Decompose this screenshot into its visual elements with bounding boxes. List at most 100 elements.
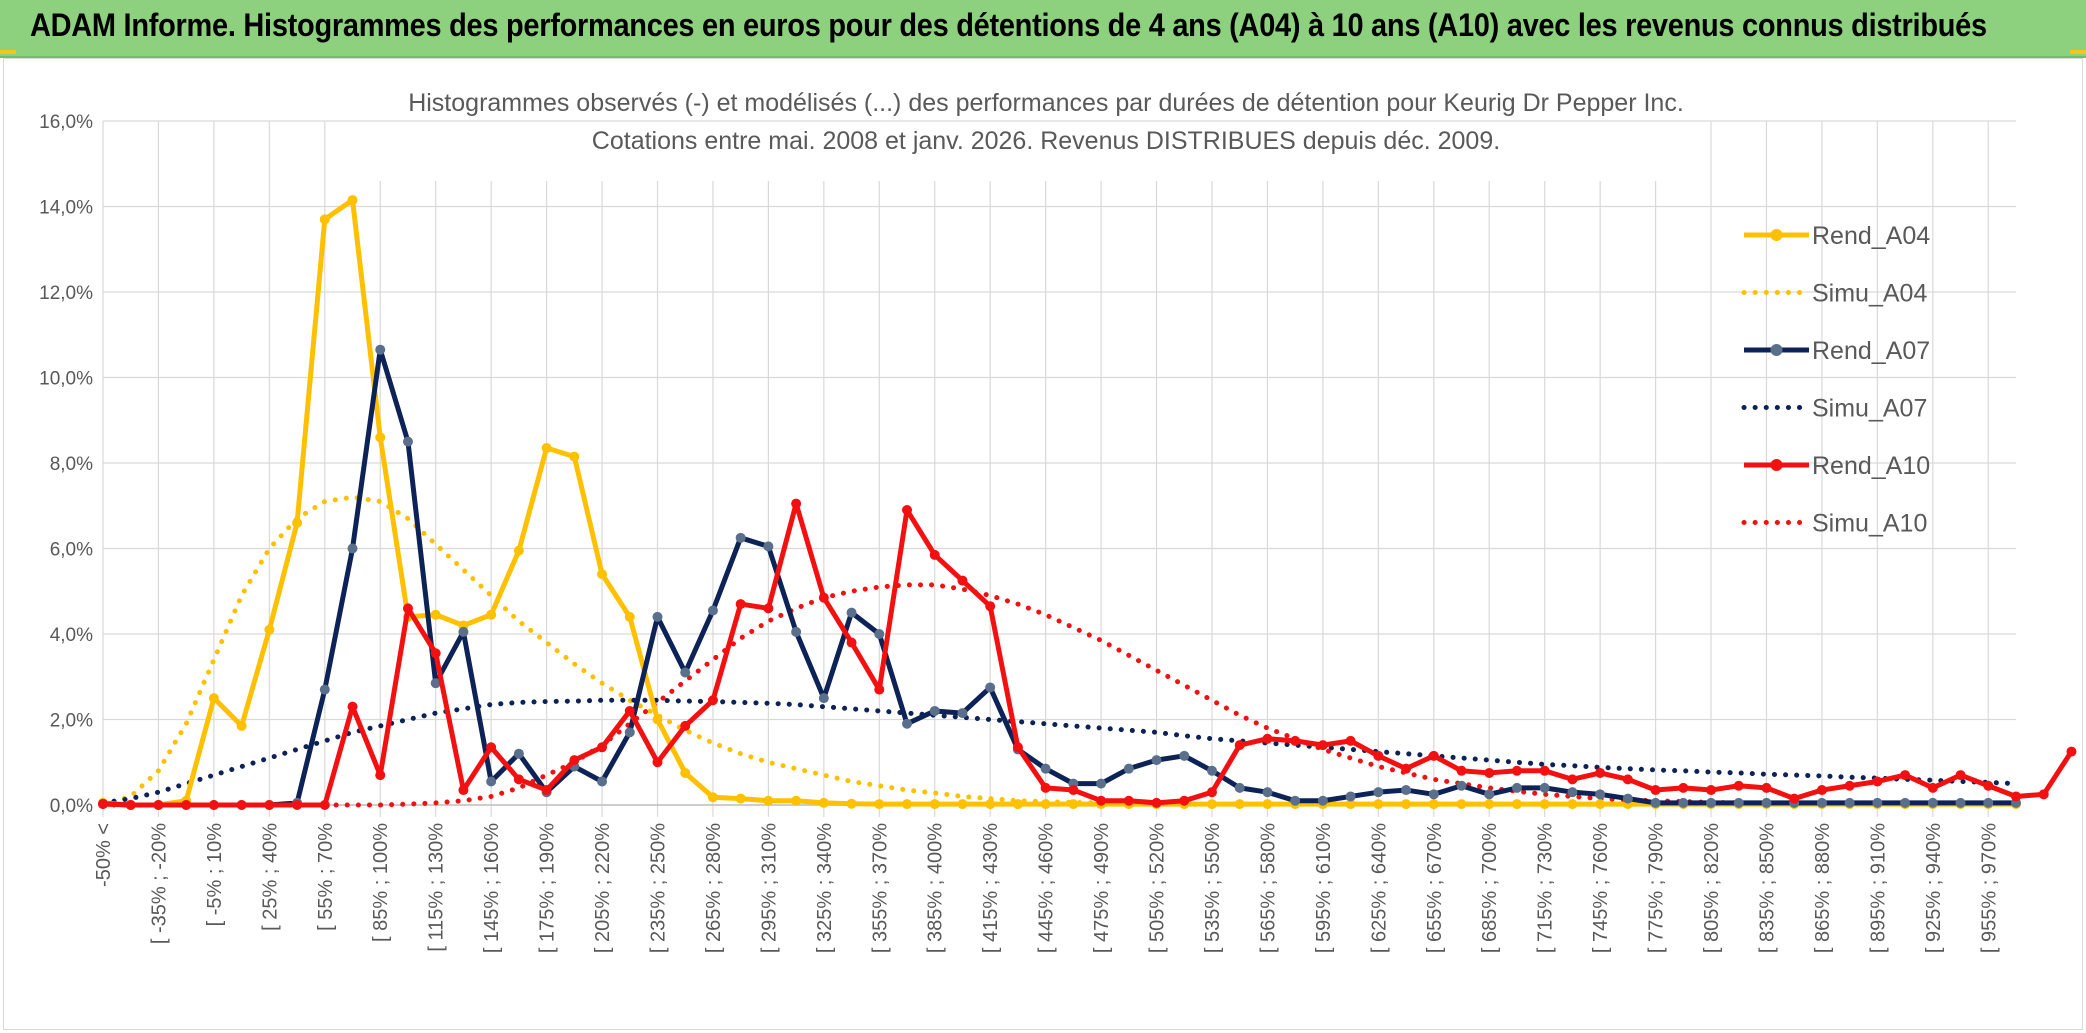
- point-rend_a04: [1206, 799, 1217, 810]
- x-tick-label: -50% <: [93, 823, 115, 887]
- point-rend_a10: [1761, 782, 1772, 793]
- chart-title-line-2: Cotations entre mai. 2008 et janv. 2026.…: [592, 127, 1500, 155]
- point-rend_a10: [98, 799, 108, 810]
- point-rend_a04: [1012, 799, 1023, 810]
- x-tick-label: [ 355% ; 370%: [869, 823, 891, 953]
- point-rend_a10: [1068, 785, 1079, 796]
- point-rend_a10: [430, 648, 441, 659]
- point-rend_a10: [818, 592, 829, 603]
- point-rend_a07: [818, 693, 829, 704]
- point-rend_a04: [1567, 799, 1578, 810]
- point-rend_a04: [292, 517, 303, 528]
- point-rend_a10: [1345, 735, 1356, 746]
- histogram-chart: Histogrammes observés (-) et modélisés (…: [39, 89, 2077, 953]
- point-rend_a07: [1401, 785, 1412, 796]
- point-rend_a07: [1373, 787, 1384, 798]
- banner-title: ADAM Informe. Histogrammes des performan…: [30, 7, 1987, 43]
- point-rend_a04: [680, 767, 691, 778]
- point-rend_a10: [902, 505, 913, 516]
- point-rend_a10: [1290, 735, 1301, 746]
- x-tick-label: [ 235% ; 250%: [647, 823, 669, 953]
- x-tick-label: [ 55% ; 70%: [315, 823, 337, 931]
- point-rend_a07: [1927, 797, 1938, 808]
- point-rend_a10: [652, 757, 663, 768]
- legend-item-simu_a10: Simu_A10: [1741, 510, 1927, 538]
- point-rend_a04: [735, 793, 746, 804]
- point-rend_a04: [1040, 799, 1051, 810]
- point-rend_a07: [985, 682, 996, 693]
- point-rend_a10: [1567, 774, 1578, 785]
- corner-accent-right: [2070, 50, 2086, 54]
- point-rend_a10: [1900, 770, 1911, 781]
- point-rend_a10: [1872, 776, 1883, 787]
- point-rend_a04: [597, 569, 608, 580]
- point-rend_a07: [1650, 797, 1661, 808]
- point-rend_a07: [402, 436, 413, 447]
- x-tick-label: [ 805% ; 820%: [1701, 823, 1723, 953]
- point-rend_a07: [1539, 782, 1550, 793]
- point-rend_a04: [763, 795, 774, 806]
- point-rend_a07: [1872, 797, 1883, 808]
- title-banner: ADAM Informe. Histogrammes des performan…: [0, 0, 2086, 58]
- x-tick-label: [ 565% ; 580%: [1257, 823, 1279, 953]
- point-rend_a07: [513, 748, 524, 759]
- point-rend_a10: [1789, 793, 1800, 804]
- point-rend_a10: [1955, 770, 1966, 781]
- point-rend_a07: [1484, 789, 1495, 800]
- legend-marker: [1770, 229, 1783, 241]
- point-rend_a07: [1428, 789, 1439, 800]
- point-rend_a10: [1040, 782, 1051, 793]
- point-rend_a10: [597, 742, 608, 753]
- chart-title-line-1: Histogrammes observés (-) et modélisés (…: [408, 89, 1684, 117]
- point-rend_a10: [1622, 774, 1633, 785]
- y-axis: 0,0% 2,0% 4,0% 6,0% 8,0% 10,0% 12,0% 14,0% 16,0%: [39, 112, 93, 817]
- legend-label: Rend_A07: [1812, 337, 1930, 365]
- point-rend_a10: [707, 695, 718, 706]
- point-rend_a07: [624, 727, 635, 738]
- legend: Rend_A04 Simu_A04 Rend_A07 Simu_A07 Rend_A10…: [1741, 222, 1930, 538]
- point-rend_a07: [430, 678, 441, 689]
- point-rend_a07: [1206, 765, 1217, 776]
- point-rend_a04: [652, 714, 663, 725]
- point-rend_a07: [347, 543, 358, 554]
- point-rend_a10: [1262, 733, 1273, 744]
- point-rend_a04: [1262, 799, 1273, 810]
- point-rend_a10: [1096, 795, 1107, 806]
- point-rend_a10: [1179, 795, 1190, 806]
- point-rend_a10: [513, 774, 524, 785]
- point-rend_a07: [1151, 755, 1162, 766]
- point-rend_a10: [486, 742, 497, 753]
- line-rend_a07: [102, 347, 2016, 808]
- point-rend_a04: [375, 432, 386, 443]
- point-rend_a07: [1096, 778, 1107, 789]
- point-rend_a07: [1290, 795, 1301, 806]
- point-rend_a04: [902, 799, 913, 810]
- x-tick-label: [ 385% ; 400%: [925, 823, 947, 953]
- point-rend_a07: [1983, 797, 1994, 808]
- y-tick-label: 0,0%: [50, 796, 93, 817]
- series-rend_a10: [98, 498, 2077, 810]
- point-rend_a04: [1539, 799, 1550, 810]
- x-tick-label: [ 745% ; 760%: [1590, 823, 1612, 953]
- x-tick-label: [ 685% ; 700%: [1479, 823, 1501, 953]
- point-rend_a10: [1983, 780, 1994, 791]
- legend-label: Rend_A04: [1812, 222, 1930, 250]
- legend-marker: [1770, 459, 1783, 471]
- point-rend_a07: [1456, 780, 1467, 791]
- point-rend_a10: [1206, 787, 1217, 798]
- series-simu_a10: [100, 582, 2019, 808]
- point-rend_a07: [1955, 797, 1966, 808]
- x-tick-label: [ 145% ; 160%: [481, 823, 503, 953]
- point-rend_a10: [347, 701, 358, 712]
- point-rend_a04: [1345, 799, 1356, 810]
- legend-label: Simu_A04: [1812, 280, 1927, 308]
- series-rend_a04: [98, 195, 2021, 810]
- x-tick-label: [ 715% ; 730%: [1535, 823, 1557, 953]
- point-rend_a07: [1234, 782, 1245, 793]
- point-rend_a07: [1844, 797, 1855, 808]
- y-tick-label: 4,0%: [50, 625, 93, 646]
- point-rend_a07: [1595, 789, 1606, 800]
- x-tick-label: [ 415% ; 430%: [980, 823, 1002, 953]
- point-rend_a04: [1068, 799, 1079, 810]
- point-rend_a10: [1456, 765, 1467, 776]
